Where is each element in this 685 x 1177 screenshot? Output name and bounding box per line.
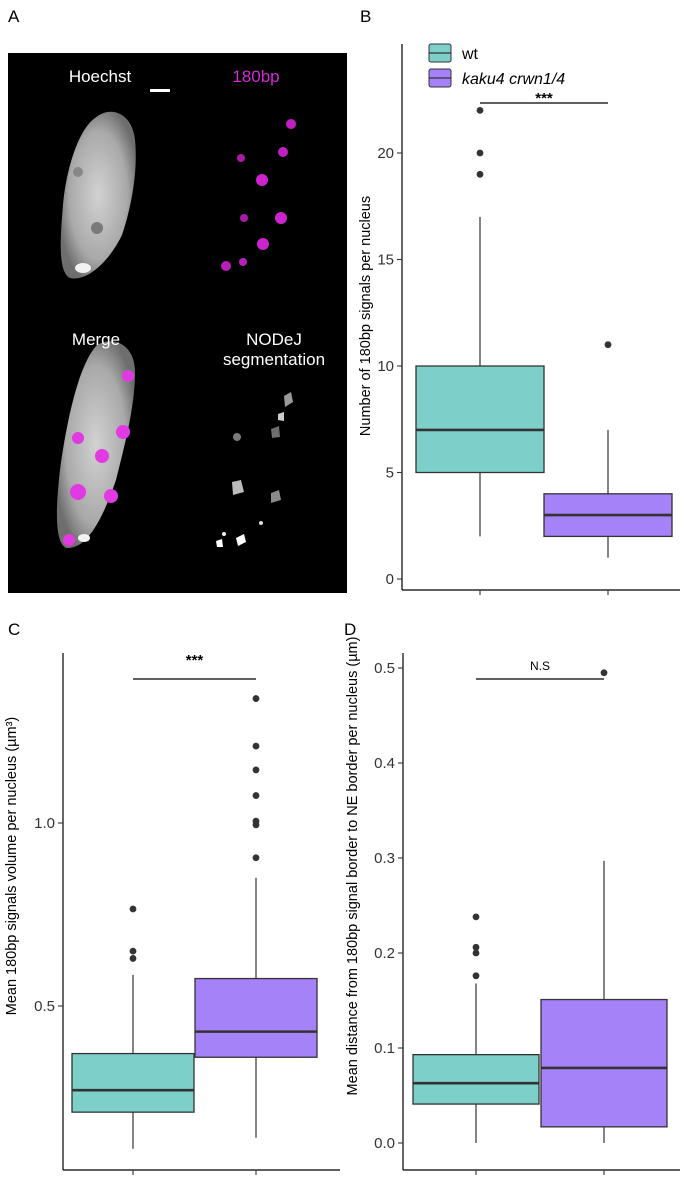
outlier-point [600, 669, 608, 677]
y-tick-label: 20 [377, 145, 394, 162]
probe-focus [240, 214, 248, 222]
segmented-object [271, 426, 280, 438]
plot-b: 0 5 10 15 20 *** [377, 44, 680, 595]
probe-focus [256, 174, 268, 186]
merge-label: Merge [72, 330, 120, 349]
outlier-point [252, 817, 260, 825]
outlier-point [129, 947, 137, 955]
outlier-point [252, 854, 260, 862]
y-tick-label: 5 [386, 465, 394, 482]
probe-foci [221, 119, 296, 271]
panel-label-b: B [360, 7, 371, 26]
panel-label-a: A [8, 7, 20, 26]
box-mutant [540, 998, 668, 1128]
merge-focus [122, 370, 134, 382]
plot-c: 0.5 1.0 *** [34, 652, 340, 1175]
hoechst-dark-spot [91, 222, 103, 234]
probe-focus [275, 212, 287, 224]
box-wt [71, 1052, 195, 1113]
segmented-object [216, 539, 223, 547]
y-tick-label: 10 [377, 358, 394, 375]
box-wt [412, 1054, 540, 1105]
segmentation-objects [216, 392, 293, 547]
segmentation-label-line2: segmentation [223, 350, 325, 369]
y-tick-label: 0.2 [374, 945, 395, 962]
scale-bar [150, 89, 170, 92]
panel-label-d: D [344, 620, 356, 639]
legend-label-mutant: kaku4 crwn1/4 [462, 71, 565, 88]
merge-focus [95, 449, 109, 463]
merge-focus [70, 484, 86, 500]
plot-d: 0.0 0.1 0.2 0.3 0.4 0.5 N.S [374, 653, 680, 1175]
y-tick-label: 0.3 [374, 850, 395, 867]
hoechst-label: Hoechst [69, 67, 132, 86]
segmented-object [233, 433, 241, 441]
significance-label: *** [186, 652, 204, 669]
legend-b: wt kaku4 crwn1/4 [428, 43, 565, 88]
probe-focus [286, 119, 296, 129]
segmented-object [236, 534, 246, 546]
outlier-point [129, 905, 137, 913]
box-mutant [194, 977, 318, 1058]
y-tick-label: 0 [386, 571, 394, 588]
probe-focus [221, 261, 231, 271]
segmented-object [222, 532, 226, 536]
significance-label: N.S [530, 659, 550, 673]
y-tick-label: 0.0 [374, 1135, 395, 1152]
probe-label: 180bp [232, 67, 279, 86]
y-tick-label: 0.4 [374, 755, 395, 772]
probe-focus [257, 238, 269, 250]
merge-focus [104, 489, 118, 503]
segmented-object [278, 412, 284, 421]
y-tick-label: 0.5 [34, 998, 55, 1015]
outlier-point [472, 972, 480, 980]
outlier-point [476, 149, 484, 157]
d-ylabel: Mean distance from 180bp signal border t… [345, 637, 361, 1096]
significance-label: *** [535, 90, 553, 107]
outlier-point [472, 949, 480, 957]
micrograph-panel: Hoechst 180bp Merge NODeJ segmentation [8, 53, 347, 593]
b-ylabel: Number of 180bp signals per nucleus [358, 196, 374, 436]
segmented-object [271, 490, 281, 503]
c-ylabel: Mean 180bp signals volume per nucleus (µ… [4, 717, 20, 1016]
outlier-point [252, 695, 260, 702]
outlier-point [476, 170, 484, 178]
merge-focus [63, 534, 75, 546]
hoechst-bright-spot [75, 263, 91, 273]
outlier-point [604, 341, 612, 349]
probe-focus [239, 258, 247, 266]
merge-bright-spot [78, 534, 90, 542]
hoechst-nucleus [60, 111, 136, 279]
outlier-point [252, 742, 260, 750]
hoechst-dark-spot [73, 167, 83, 177]
segmented-object [232, 480, 244, 495]
outlier-point [252, 766, 260, 774]
segmented-object [284, 392, 293, 407]
y-tick-label: 15 [377, 252, 394, 269]
outlier-point [476, 107, 484, 114]
probe-focus [278, 147, 288, 157]
merge-focus [72, 432, 84, 444]
outlier-point [472, 943, 480, 951]
box-wt [415, 365, 545, 474]
y-tick-label: 0.5 [374, 660, 395, 677]
outlier-point [472, 913, 480, 921]
segmentation-label-line1: NODeJ [246, 330, 302, 349]
y-tick-label: 0.1 [374, 1040, 395, 1057]
outlier-point [129, 955, 137, 962]
merge-foci [63, 370, 134, 546]
probe-focus [237, 154, 245, 162]
outlier-point [252, 792, 260, 799]
legend-label-wt: wt [461, 46, 479, 63]
y-tick-label: 1.0 [34, 815, 55, 832]
panel-label-c: C [8, 620, 20, 639]
segmented-object [259, 521, 263, 525]
merge-focus [116, 425, 130, 439]
